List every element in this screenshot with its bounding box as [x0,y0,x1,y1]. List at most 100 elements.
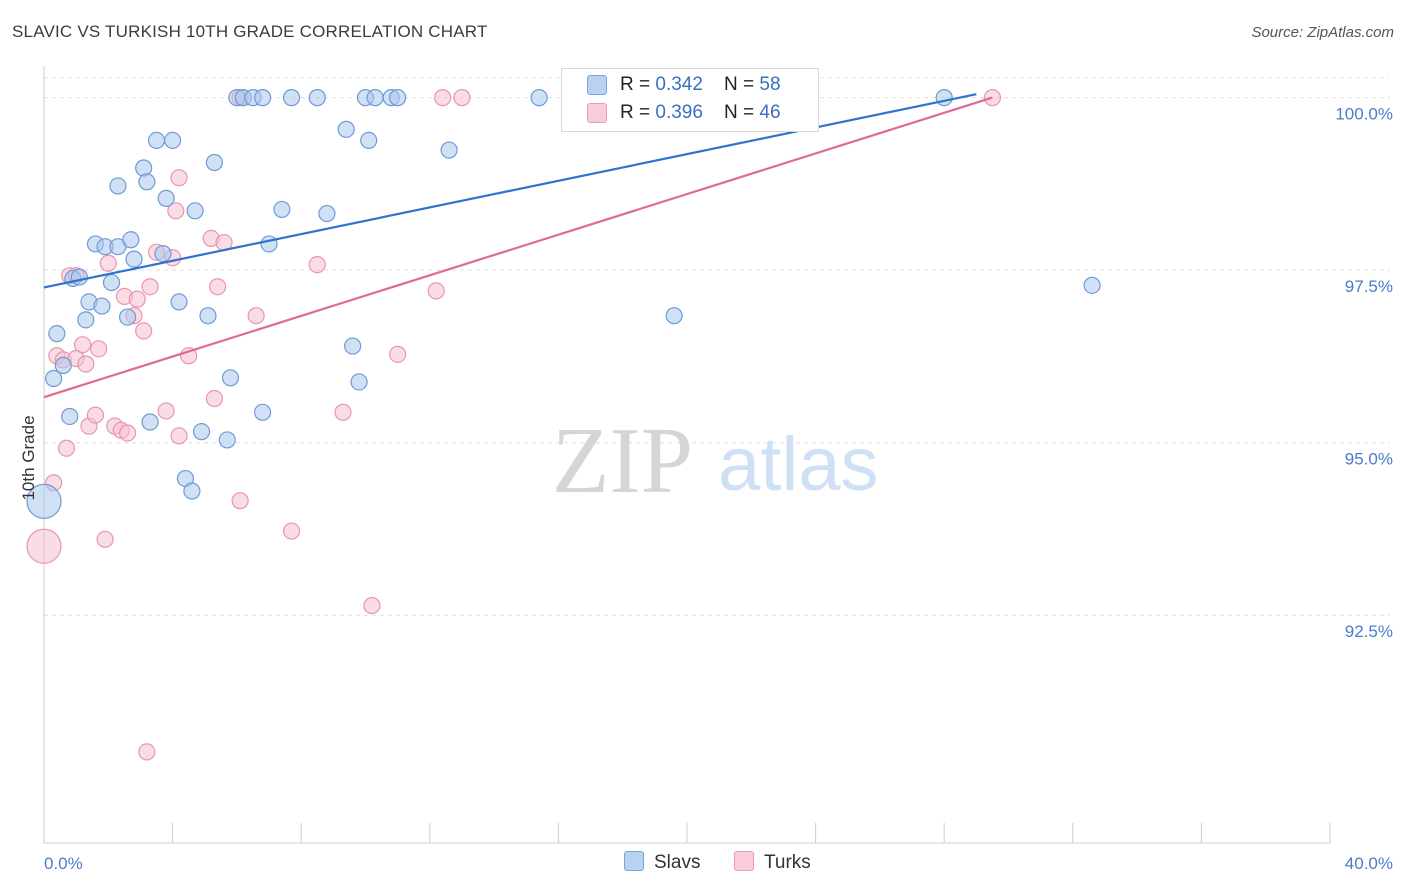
data-point [360,131,378,149]
bottom-legend-swatch-slavs [624,851,644,871]
watermark-atlas: atlas [718,422,879,507]
chart-title: SLAVIC VS TURKISH 10TH GRADE CORRELATION… [12,22,488,41]
legend-n-label-slavs: N = [724,74,760,95]
data-point [102,273,121,292]
data-point [363,596,381,615]
data-point [308,256,326,274]
data-point [337,120,355,138]
data-point [118,424,137,442]
data-point [665,307,683,325]
data-point [135,322,153,340]
data-point [170,293,188,311]
series-slavs [26,89,1101,519]
data-point [935,89,953,107]
data-point [26,483,62,519]
data-point [118,308,137,326]
data-point [186,202,204,220]
data-point [334,403,352,421]
legend-r-value-slavs: 0.342 [655,74,703,95]
legend-r-label-turks: R = [620,102,656,123]
y-tick-label: 97.5% [1345,277,1393,296]
source-label: Source: ZipAtlas.com [1251,24,1394,41]
y-tick-label: 95.0% [1345,450,1393,469]
legend-r-value-turks: 0.396 [655,102,703,123]
watermark: ZIP atlas [552,409,879,513]
data-point [48,325,66,343]
trend-line-turks [43,96,993,399]
data-point [54,356,72,374]
data-point [157,189,175,207]
data-point [218,431,236,449]
data-point [273,200,291,219]
data-point [282,89,301,107]
data-point [440,141,458,159]
data-point [57,439,76,457]
data-point [260,235,278,253]
data-point [138,173,156,191]
data-point [157,402,175,420]
bottom-legend-turks: Turks [734,851,811,874]
y-tick-label: 92.5% [1345,622,1393,641]
bottom-legend-swatch-turks [734,851,754,871]
legend-stats-turks: R = 0.396 N = 46 [620,102,781,124]
data-point [231,492,249,510]
data-point [247,307,265,325]
grid-lines [44,77,1390,616]
data-point [221,369,240,387]
data-point [344,337,362,355]
legend-n-value-turks: 46 [759,102,781,123]
data-point [199,307,217,325]
data-point [205,153,223,172]
data-point [122,231,140,249]
data-point [192,423,211,441]
data-point [389,89,407,107]
data-point [45,369,63,388]
data-point [154,244,172,263]
trend-line-slavs [43,93,977,289]
data-point [141,278,159,296]
legend-stats-slavs: R = 0.342 N = 58 [620,74,781,96]
data-point [389,345,407,363]
data-point [366,89,384,107]
y-tick-label: 100.0% [1335,105,1393,124]
data-point [61,407,79,426]
axis-labels: 92.5% 95.0% 97.5% 100.0% 0.0% 40.0% 10th Grade [19,105,1393,873]
data-point [254,89,272,107]
data-point [73,336,92,354]
data-point [170,427,188,445]
legend-swatch-slavs [587,75,607,95]
data-point [164,131,182,149]
data-point [209,278,227,296]
x-tick-label-max: 40.0% [1345,854,1393,873]
data-point [170,169,188,187]
data-point [167,202,185,220]
data-point [70,268,88,286]
data-point [453,89,471,107]
data-point [109,177,127,195]
data-point [530,89,548,107]
data-point [125,250,143,268]
data-point [434,89,452,107]
data-point [128,290,146,308]
data-point [350,373,368,391]
watermark-zip: ZIP [552,409,693,513]
data-point [318,204,336,223]
data-point [1083,276,1101,294]
data-point [90,340,108,358]
legend-n-label-turks: N = [724,102,760,123]
trend-lines [43,93,993,399]
data-point [138,743,156,761]
data-point [77,355,95,373]
legend-swatch-turks [587,103,607,123]
data-point [254,403,272,421]
data-point [427,282,445,300]
legend-n-value-slavs: 58 [759,74,781,95]
y-axis-label: 10th Grade [19,415,38,500]
legend: R = 0.342 N = 58 R = 0.396 N = 46 [561,68,819,132]
data-point [282,522,301,540]
bottom-legend-slavs: Slavs [624,851,700,874]
data-point [147,131,166,149]
data-point [26,528,62,564]
data-point [183,482,201,500]
